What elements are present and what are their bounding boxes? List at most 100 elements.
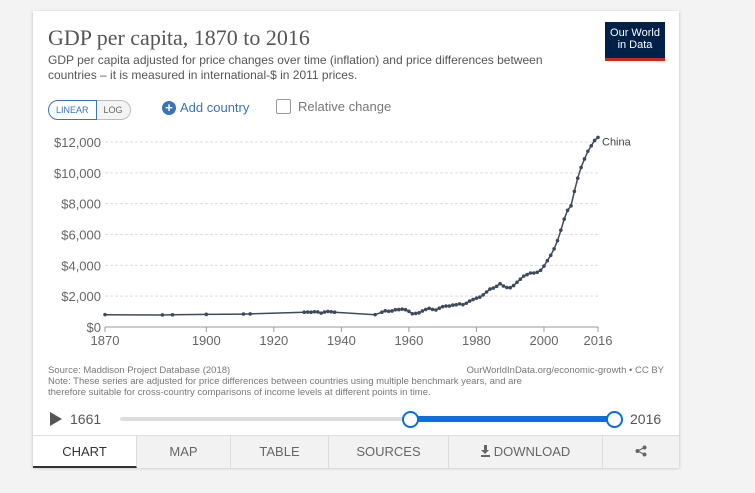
data-point: [552, 247, 556, 251]
data-point: [498, 281, 502, 286]
data-point: [410, 311, 415, 316]
data-point: [403, 307, 408, 312]
chart-title: GDP per capita, 1870 to 2016: [48, 25, 310, 50]
data-point: [478, 295, 482, 299]
data-point: [596, 135, 600, 140]
plus-circle-icon: +: [162, 100, 176, 115]
y-tick-label: $4,000: [61, 258, 101, 273]
data-point: [103, 312, 107, 317]
tab-chart[interactable]: CHART: [33, 436, 137, 468]
credit-link[interactable]: OurWorldInData.org/economic-growth • CC …: [466, 365, 664, 376]
data-point: [555, 238, 560, 243]
data-point: [322, 310, 327, 314]
note-line-2: therefore suitable for cross-country com…: [48, 387, 431, 398]
x-tick-label: 1920: [259, 333, 288, 348]
tab-map[interactable]: MAP: [137, 436, 231, 468]
data-point: [569, 204, 573, 208]
tab-bar: CHART MAP TABLE SOURCES DOWNLOAD: [33, 435, 679, 468]
data-point: [248, 312, 252, 316]
data-point: [423, 307, 428, 312]
data-point: [592, 138, 597, 143]
data-point: [454, 303, 458, 307]
data-point: [501, 284, 506, 288]
timeline-end-handle[interactable]: [606, 411, 623, 428]
source-text: Source: Maddison Project Database (2018): [48, 365, 231, 376]
data-point: [484, 290, 489, 294]
relative-change-toggle[interactable]: Relative change: [276, 99, 391, 114]
add-country-button[interactable]: + Add country: [162, 100, 249, 115]
data-point: [309, 310, 313, 315]
timeline: 1661 2016: [48, 409, 668, 429]
data-point: [302, 310, 307, 315]
data-point: [494, 284, 499, 289]
data-point: [565, 208, 570, 213]
relative-change-label: Relative change: [298, 99, 392, 114]
data-point: [312, 309, 317, 314]
linear-scale-button[interactable]: LINEAR: [48, 100, 97, 120]
series-line-china: [104, 136, 599, 316]
data-point: [508, 285, 513, 290]
data-point: [542, 264, 546, 268]
data-point: [332, 310, 337, 315]
scale-toggle: LINEAR LOG: [48, 100, 131, 120]
x-tick-label: 1870: [91, 333, 120, 348]
data-point: [417, 311, 421, 315]
play-icon[interactable]: [50, 412, 62, 426]
chart-card: GDP per capita, 1870 to 2016 GDP per cap…: [33, 11, 679, 468]
data-point: [386, 309, 391, 314]
data-point: [413, 311, 418, 316]
y-tick-label: $12,000: [54, 135, 101, 150]
data-point: [559, 228, 563, 232]
data-point: [447, 304, 452, 308]
data-point: [170, 313, 175, 317]
data-point: [420, 309, 425, 313]
x-tick-label: 1980: [462, 333, 491, 348]
tab-download[interactable]: DOWNLOAD: [449, 436, 603, 468]
timeline-start-label: 1661: [70, 411, 102, 427]
data-point: [518, 277, 523, 282]
timeline-track[interactable]: [120, 417, 616, 421]
data-point: [579, 165, 583, 170]
data-point: [525, 272, 529, 277]
series-label-china: China: [602, 136, 632, 148]
relative-change-checkbox[interactable]: [276, 99, 291, 114]
tab-sources[interactable]: SOURCES: [329, 436, 449, 468]
x-tick-label: 1940: [327, 333, 356, 348]
data-point: [380, 310, 384, 315]
y-tick-label: $10,000: [54, 166, 101, 181]
data-point: [437, 306, 442, 310]
share-icon: [635, 445, 647, 457]
data-point: [457, 302, 462, 306]
y-tick-label: $2,000: [61, 289, 101, 304]
data-point: [315, 310, 320, 314]
data-point: [390, 309, 394, 313]
data-point: [451, 303, 455, 307]
y-tick-label: $8,000: [61, 197, 101, 212]
log-scale-button[interactable]: LOG: [96, 100, 131, 120]
data-point: [589, 144, 594, 148]
logo-line-1: Our World: [610, 27, 660, 39]
data-point: [545, 258, 550, 263]
logo-line-2: in Data: [617, 39, 653, 51]
data-point: [461, 302, 465, 307]
data-point: [160, 313, 165, 317]
data-point: [407, 309, 411, 314]
owid-logo[interactable]: Our World in Data: [605, 22, 665, 58]
data-point: [241, 312, 246, 316]
data-point: [427, 306, 431, 311]
note-line-1: Note: These series are adjusted for pric…: [48, 376, 522, 387]
timeline-start-handle[interactable]: [402, 411, 419, 428]
data-point: [373, 312, 377, 317]
share-button[interactable]: [603, 436, 679, 468]
data-point: [434, 308, 438, 312]
y-tick-label: $0: [87, 320, 101, 335]
data-point: [505, 285, 509, 290]
data-point: [393, 307, 398, 312]
tab-table[interactable]: TABLE: [231, 436, 329, 468]
data-point: [204, 312, 209, 317]
line-chart: $0 $2,000 $4,000 $6,000 $8,000 $10,000 $12,000…: [54, 135, 632, 348]
chart-footer: Source: Maddison Project Database (2018)…: [48, 365, 664, 398]
x-tick-label: 2016: [584, 333, 613, 348]
data-point: [467, 299, 472, 303]
data-point: [491, 286, 496, 290]
